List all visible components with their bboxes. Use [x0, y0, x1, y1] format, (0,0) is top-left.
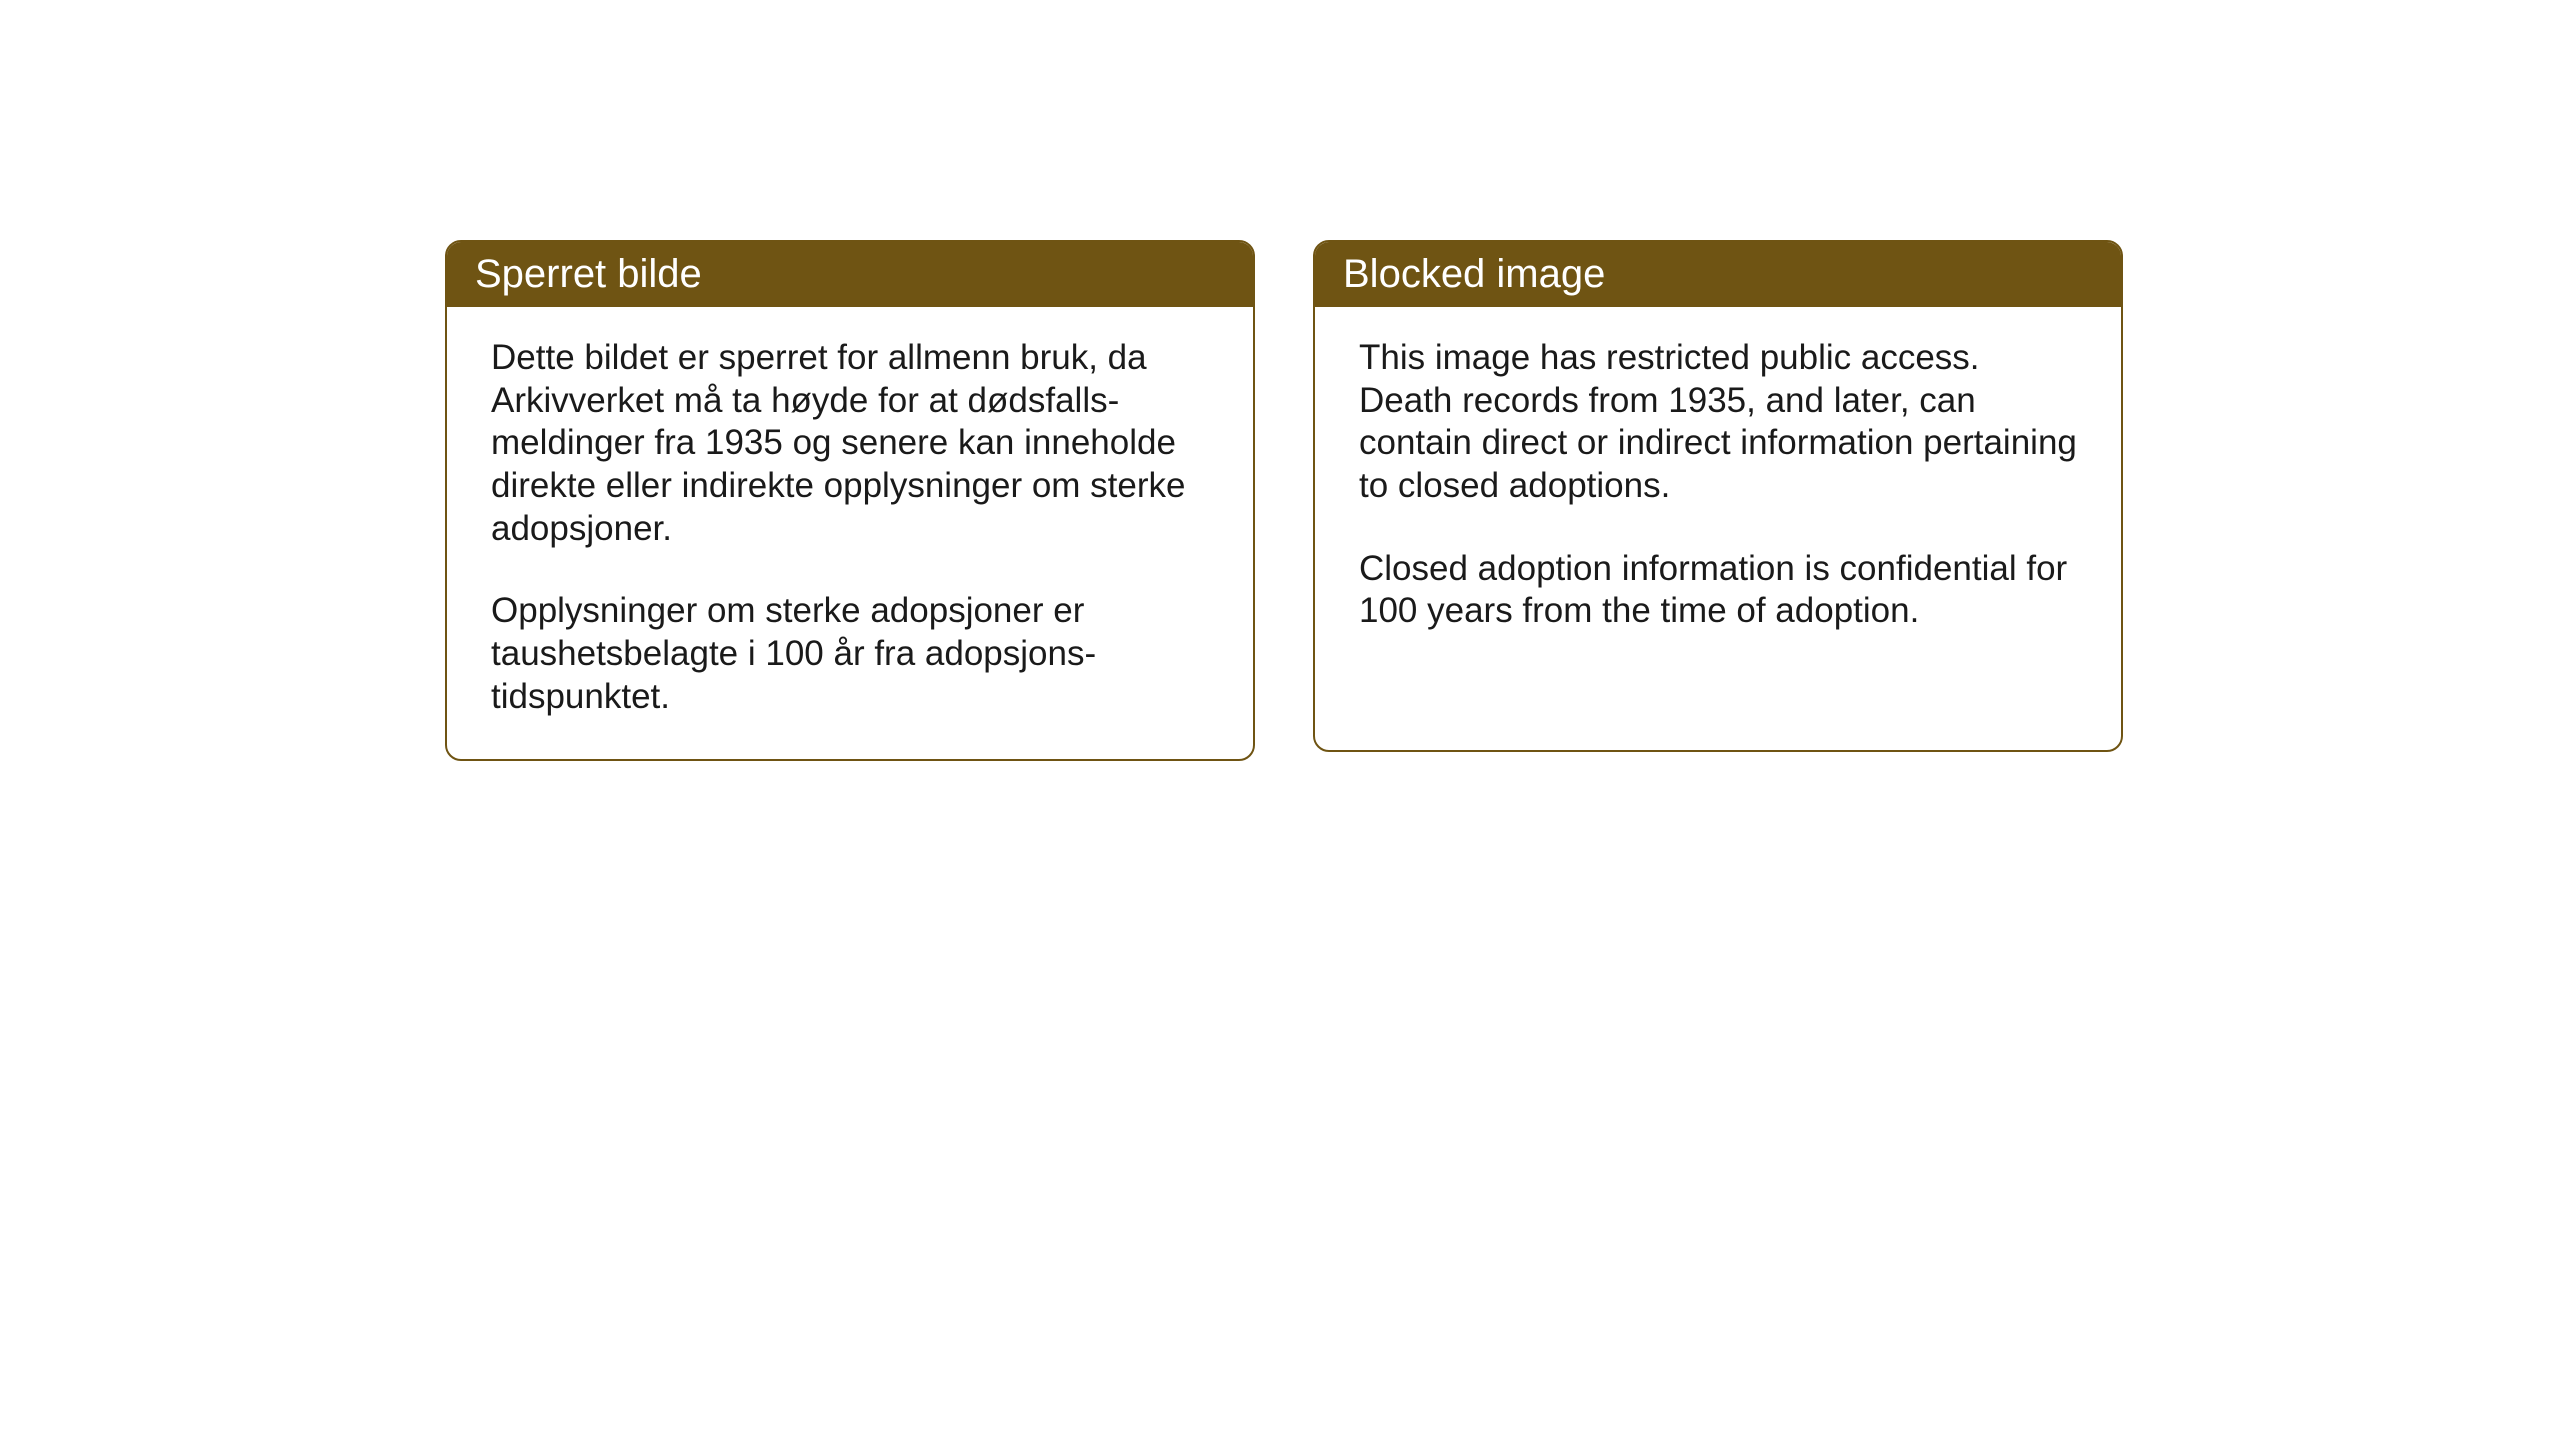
notice-paragraph: Closed adoption information is confident… — [1359, 548, 2077, 633]
notice-paragraph: Dette bildet er sperret for allmenn bruk… — [491, 337, 1209, 550]
notice-card-norwegian: Sperret bilde Dette bildet er sperret fo… — [445, 240, 1255, 761]
notice-body-norwegian: Dette bildet er sperret for allmenn bruk… — [447, 307, 1253, 759]
notice-card-english: Blocked image This image has restricted … — [1313, 240, 2123, 752]
notice-paragraph: Opplysninger om sterke adopsjoner er tau… — [491, 590, 1209, 718]
notice-paragraph: This image has restricted public access.… — [1359, 337, 2077, 508]
notice-title-english: Blocked image — [1315, 242, 2121, 307]
notice-body-english: This image has restricted public access.… — [1315, 307, 2121, 673]
notice-container: Sperret bilde Dette bildet er sperret fo… — [445, 240, 2123, 761]
notice-title-norwegian: Sperret bilde — [447, 242, 1253, 307]
